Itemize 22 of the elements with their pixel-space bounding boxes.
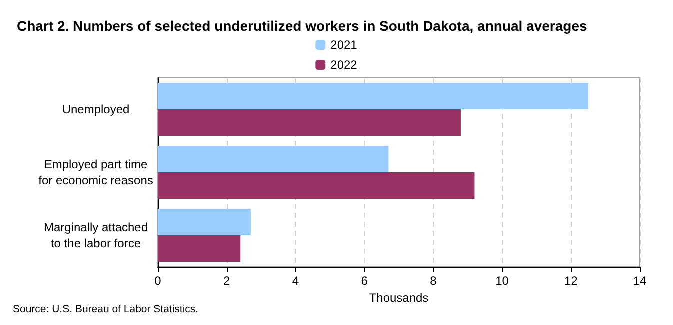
x-tick-label: 8 [430,274,438,288]
bar [158,83,588,110]
x-axis-title: Thousands [369,290,429,305]
bar [158,146,389,172]
y-tick-label: Unemployed [62,102,130,116]
chart-title: Chart 2. Numbers of selected underutilized workers in South Dakota, annual averages [17,18,588,34]
y-tick-label: Marginally attached to the labor force [44,220,148,250]
bar [158,110,461,136]
y-tick-label: Employed part time for economic reasons [38,158,154,188]
bar [158,209,251,236]
x-tick-label: 14 [633,274,647,288]
x-tick-label: 6 [361,274,368,288]
x-tick-label: 2 [224,274,231,288]
legend-label: 2021 [330,38,358,52]
source-note: Source: U.S. Bureau of Labor Statistics. [13,304,199,316]
legend-label: 2022 [330,58,358,72]
x-tick-label: 10 [496,274,510,288]
bar [158,236,241,262]
x-tick-label: 0 [154,274,162,288]
x-tick-label: 4 [292,274,300,288]
bar [158,172,475,199]
x-tick-label: 12 [564,274,578,288]
